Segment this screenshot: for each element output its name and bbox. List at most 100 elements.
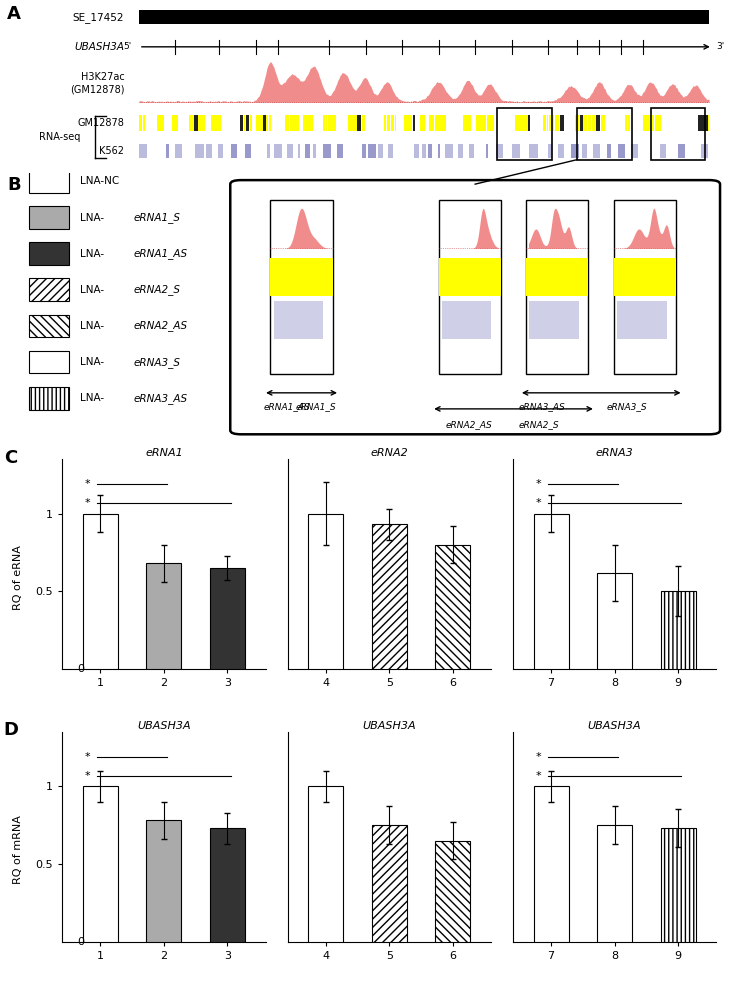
Bar (534, 513, 569, 669)
Text: eRNA2_S: eRNA2_S (133, 284, 180, 295)
Bar (625, 115, 627, 131)
Bar (29, 206, 69, 229)
Bar (260, 115, 263, 131)
Bar (267, 144, 270, 158)
Bar (29, 170, 69, 193)
Text: eRNA2_AS: eRNA2_AS (133, 320, 187, 331)
Title: UBASH3A: UBASH3A (137, 720, 191, 730)
Bar (432, 115, 434, 131)
Bar (192, 115, 194, 131)
Bar (327, 115, 330, 131)
Bar (160, 115, 164, 131)
Bar (549, 115, 551, 131)
Bar (614, 258, 676, 296)
Bar (357, 115, 361, 131)
Bar (487, 115, 491, 131)
Bar (661, 828, 696, 941)
Bar (308, 786, 343, 941)
Bar (543, 115, 547, 131)
Text: C: C (4, 449, 17, 467)
Bar (438, 144, 440, 158)
Bar (210, 568, 245, 669)
Bar (428, 144, 433, 158)
Bar (305, 144, 310, 158)
Bar (700, 115, 704, 131)
Bar (295, 115, 299, 131)
Bar (661, 592, 696, 669)
Bar (165, 144, 169, 158)
Text: 3': 3' (716, 43, 724, 52)
Bar (268, 115, 271, 131)
Bar (388, 144, 393, 158)
Text: LNA-: LNA- (80, 321, 105, 331)
Bar (486, 144, 488, 158)
Bar (436, 840, 470, 941)
Bar (526, 258, 588, 296)
Bar (175, 144, 183, 158)
Text: 5': 5' (124, 43, 132, 52)
Bar (139, 144, 147, 158)
Bar (29, 386, 69, 409)
Bar (597, 825, 632, 941)
Bar (572, 144, 579, 158)
Bar (547, 115, 548, 131)
Title: eRNA1: eRNA1 (145, 448, 183, 458)
Bar (593, 144, 600, 158)
Bar (551, 115, 554, 131)
Bar (250, 115, 252, 131)
Bar (314, 144, 317, 158)
Bar (323, 115, 325, 131)
Bar (348, 115, 351, 131)
Bar (548, 144, 552, 158)
Bar (647, 115, 651, 131)
Bar (607, 144, 611, 158)
Bar (387, 115, 390, 131)
Bar (678, 144, 685, 158)
Bar (195, 144, 204, 158)
Bar (206, 144, 211, 158)
Text: eRNA1_AS: eRNA1_AS (263, 402, 310, 411)
Bar (480, 115, 482, 131)
Text: LNA-: LNA- (80, 357, 105, 367)
Bar (274, 144, 281, 158)
Bar (354, 115, 357, 131)
Bar (303, 115, 306, 131)
Bar (83, 786, 118, 941)
Text: *: * (536, 498, 541, 508)
Bar (139, 10, 709, 24)
Bar (29, 278, 69, 301)
Bar (529, 301, 579, 339)
Text: *: * (536, 752, 541, 762)
Bar (298, 144, 300, 158)
Bar (580, 115, 583, 131)
Bar (217, 115, 221, 131)
Text: 0: 0 (77, 936, 84, 946)
Bar (194, 115, 197, 131)
Bar (439, 258, 501, 296)
Text: K562: K562 (99, 146, 124, 156)
Bar (444, 144, 453, 158)
FancyBboxPatch shape (230, 180, 720, 434)
Bar (617, 301, 667, 339)
Bar (143, 115, 145, 131)
Bar (256, 115, 260, 131)
Bar (491, 115, 494, 131)
Bar (559, 115, 564, 131)
Bar (404, 115, 408, 131)
Bar (372, 825, 406, 941)
Text: B: B (7, 176, 21, 194)
Text: eRNA3_AS: eRNA3_AS (133, 392, 187, 403)
Bar (618, 144, 625, 158)
Bar (655, 115, 658, 131)
Bar (518, 115, 520, 131)
Bar (352, 115, 354, 131)
Bar (270, 258, 333, 296)
Bar (335, 115, 336, 131)
Bar (592, 115, 596, 131)
Bar (29, 314, 69, 337)
Bar (435, 115, 438, 131)
Text: eRNA2_S: eRNA2_S (519, 420, 560, 430)
Bar (601, 115, 605, 131)
Text: LNA-: LNA- (80, 249, 105, 259)
Text: UBASH3A: UBASH3A (75, 42, 124, 52)
